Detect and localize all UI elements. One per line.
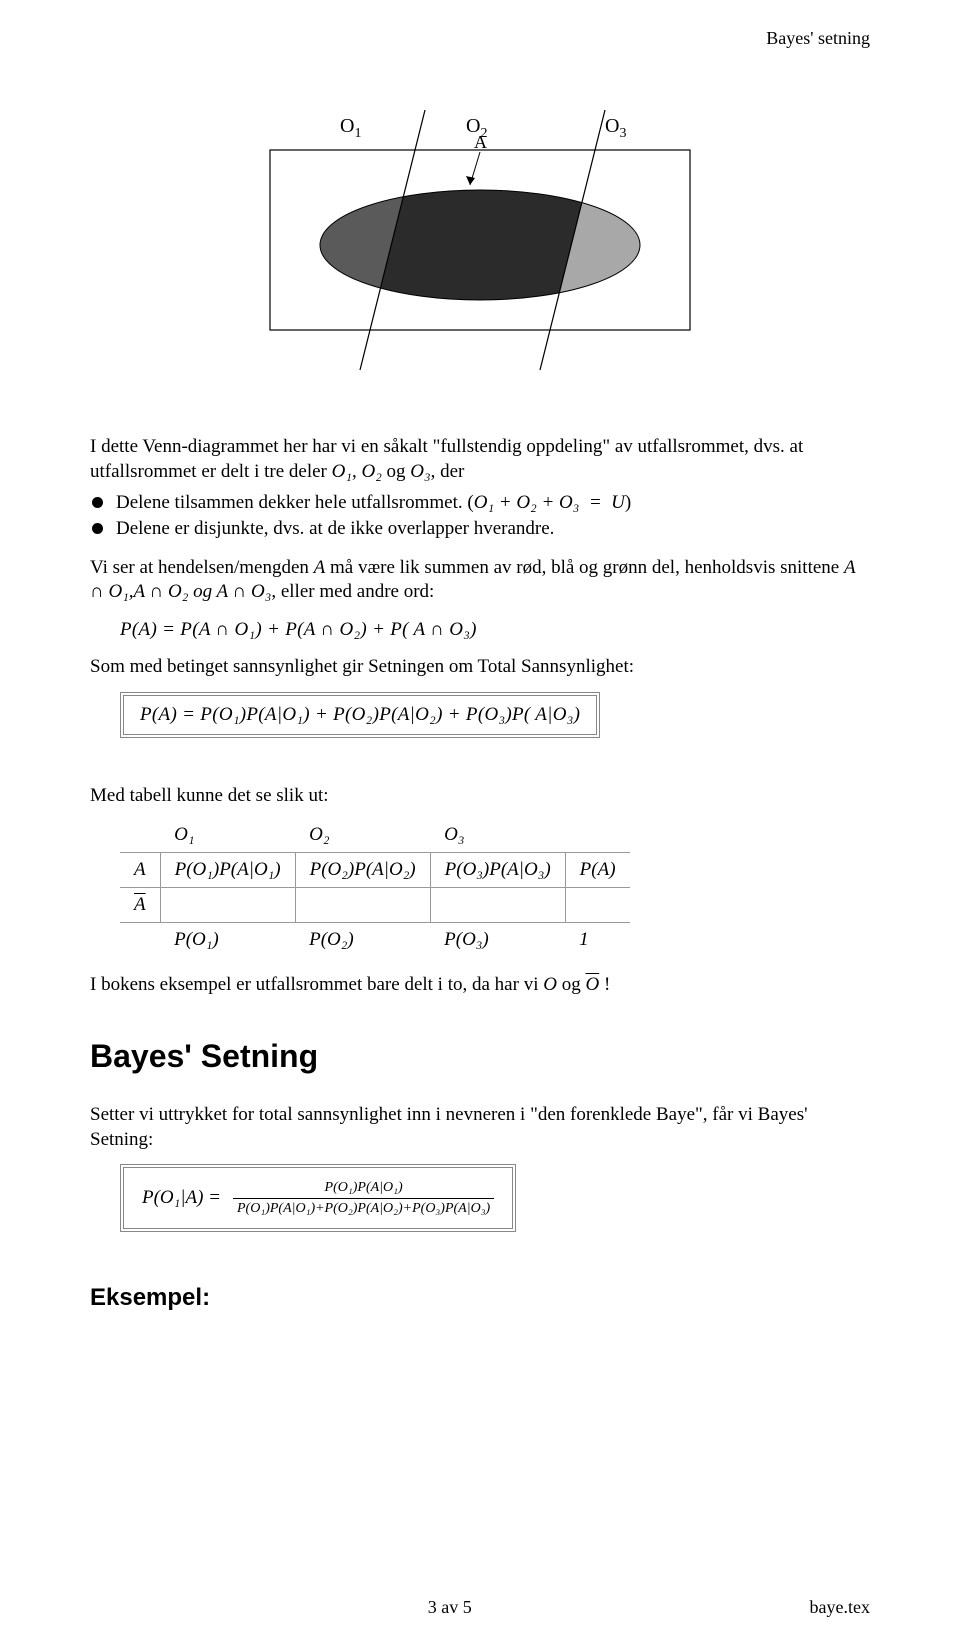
cell-A-2: P(O₂)P(A|O₂) (295, 853, 430, 888)
bayes-left: P(O₁|A) = (142, 1187, 233, 1209)
para-5: I bokens eksempel er utfallsrommet bare … (90, 973, 870, 998)
subsection-eksempel: Eksempel: (90, 1284, 870, 1312)
cell-A-sum: P(A) (565, 853, 629, 888)
table-foot-row: P(O₁) P(O₂) P(O₃) 1 (120, 923, 630, 958)
th-O2: O₂ (295, 818, 430, 853)
var-A: A (314, 557, 326, 578)
para2-a: Vi ser at hendelsen/mengden (90, 557, 314, 578)
equation-1: P(A) = P(A ∩ O₁) + P(A ∩ O₂) + P( A ∩ O₃… (120, 619, 870, 641)
venn-svg: O1 O2 O3 A (210, 90, 750, 390)
row-A-label: A (120, 853, 160, 888)
para5-a: I bokens eksempel er utfallsrommet bare … (90, 974, 543, 995)
bayes-den: P(O₁)P(A|O₁)+P(O₂)P(A|O₂)+P(O₃)P(A|O₃) (233, 1198, 494, 1219)
para5-c: ! (599, 974, 610, 995)
svg-text:A: A (474, 132, 487, 152)
bayes-num: P(O₁)P(A|O₁) (321, 1178, 407, 1198)
para-6: Setter vi uttrykket for total sannsynlig… (90, 1103, 870, 1152)
para-3: Som med betinget sannsynlighet gir Setni… (90, 655, 870, 680)
bullet-1: Delene tilsammen dekker hele utfallsromm… (90, 490, 870, 516)
th-O1: O₁ (160, 818, 295, 853)
foot-2: P(O₂) (295, 923, 430, 958)
var-O3: O₃ (410, 461, 430, 482)
bullet-list: Delene tilsammen dekker hele utfallsromm… (90, 490, 870, 541)
para2-c: , eller med andre ord: (271, 581, 434, 602)
bayes-box: P(O₁|A) = P(O₁)P(A|O₁) P(O₁)P(A|O₁)+P(O₂… (120, 1164, 516, 1232)
para2-b: må være lik summen av rød, blå og grønn … (325, 557, 844, 578)
equation-2: P(A) = P(O₁)P(A|O₁) + P(O₂)P(A|O₂) + P(O… (123, 695, 597, 735)
para-4: Med tabell kunne det se slik ut: (90, 784, 870, 809)
bullet1-math: O₁ + O₂ + O₃ = U (474, 492, 625, 513)
svg-text:O1: O1 (340, 115, 361, 141)
page-footer: 3 av 5 baye.tex (90, 1597, 870, 1618)
cell-A-1: P(O₁)P(A|O₁) (160, 853, 295, 888)
section-title: Bayes' Setning (90, 1038, 870, 1075)
table-head-row: O₁ O₂ O₃ (120, 818, 630, 853)
foot-3: P(O₃) (430, 923, 565, 958)
th-O3: O₃ (430, 818, 565, 853)
para1-b: , der (431, 461, 465, 482)
row-Abar-label: A (120, 888, 160, 923)
var-O2: O₂ (361, 461, 381, 482)
page-header-right: Bayes' setning (766, 28, 870, 49)
table-row-Abar: A (120, 888, 630, 923)
table-row-A: A P(O₁)P(A|O₁) P(O₂)P(A|O₂) P(O₃)P(A|O₃)… (120, 853, 630, 888)
foot-sum: 1 (565, 923, 629, 958)
var-O: O (543, 974, 557, 995)
var-Obar: O (585, 974, 599, 995)
bayes-fraction: P(O₁)P(A|O₁) P(O₁)P(A|O₁)+P(O₂)P(A|O₂)+P… (233, 1178, 494, 1218)
bullet-2: Delene er disjunkte, dvs. at de ikke ove… (90, 516, 870, 542)
svg-text:O3: O3 (605, 115, 626, 141)
para-2: Vi ser at hendelsen/mengden A må være li… (90, 556, 870, 605)
foot-1: P(O₁) (160, 923, 295, 958)
footer-center: 3 av 5 (428, 1597, 472, 1618)
total-prob-box: P(A) = P(O₁)P(A|O₁) + P(O₂)P(A|O₂) + P(O… (120, 692, 600, 738)
venn-figure: O1 O2 O3 A (90, 90, 870, 395)
bullet1-text: Delene tilsammen dekker hele utfallsromm… (116, 492, 474, 513)
footer-right: baye.tex (810, 1597, 870, 1618)
cell-A-3: P(O₃)P(A|O₃) (430, 853, 565, 888)
bullet1-end: ) (625, 492, 631, 513)
probability-table-wrap: O₁ O₂ O₃ A P(O₁)P(A|O₁) P(O₂)P(A|O₂) P(O… (120, 818, 870, 957)
para5-b: og (557, 974, 586, 995)
var-O1: O₁ (332, 461, 352, 482)
para-intro: I dette Venn-diagrammet her har vi en så… (90, 435, 870, 484)
probability-table: O₁ O₂ O₃ A P(O₁)P(A|O₁) P(O₂)P(A|O₂) P(O… (120, 818, 630, 957)
